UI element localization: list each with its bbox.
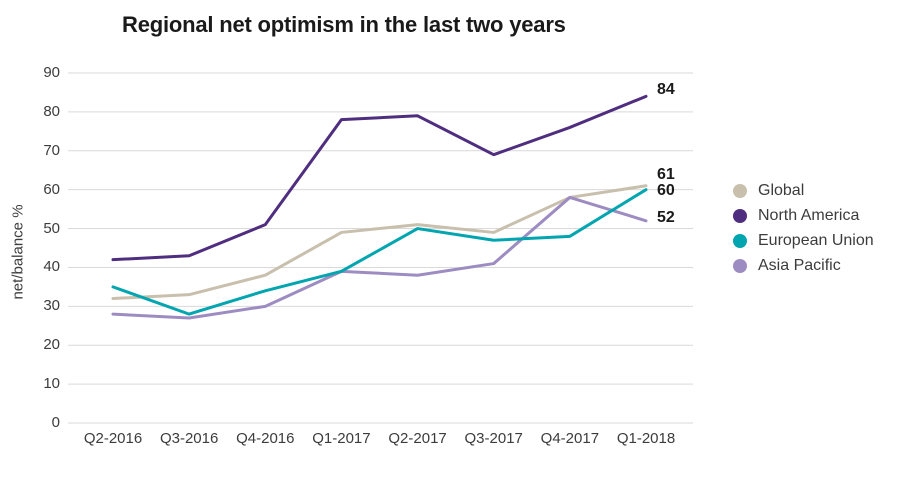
chart-title: Regional net optimism in the last two ye… [122,12,566,37]
legend-item-north-america: North America [733,203,874,228]
legend-dot-global [733,183,747,198]
series-line-european-union [111,188,648,316]
y-tick-label-0: 0 [51,414,60,431]
legend-label-global: Global [758,181,805,199]
x-tick-label-q4-2016: Q4-2016 [236,430,295,447]
x-tick-label-q3-2017: Q3-2017 [464,430,523,447]
legend-dot-north-america [733,208,747,223]
y-tick-label-90: 90 [43,64,60,81]
legend-dot-european-union [733,233,747,248]
x-tick-label-q2-2017: Q2-2017 [388,430,447,447]
legend-label-north-america: North America [758,206,860,224]
x-tick-label-q3-2016: Q3-2016 [159,430,219,447]
y-tick-label-50: 50 [43,219,60,237]
x-tick-label-q2-2016: Q2-2016 [83,430,143,447]
y-tick-label-10: 10 [43,375,60,393]
legend-item-european-union: European Union [733,228,874,253]
y-tick-label-30: 30 [43,297,60,315]
y-tick-label-70: 70 [43,141,60,159]
end-label-european-union: 60 [657,181,675,199]
legend-item-asia-pacific: Asia Pacific [733,253,874,278]
x-tick-label-q4-2017: Q4-2017 [540,430,600,447]
legend-label-asia-pacific: Asia Pacific [758,256,841,274]
legend-dot-asia-pacific [733,258,747,273]
series-line-global [111,184,648,301]
legend-item-global: Global [733,178,874,203]
x-tick-label-q1-2017: Q1-2017 [312,430,371,447]
legend: Global North America European Union Asia Pa… [733,178,874,278]
y-tick-label-40: 40 [43,258,60,276]
legend-label-european-union: European Union [758,231,874,249]
end-label-north-america: 84 [657,81,675,99]
series-line-north-america [111,94,648,262]
x-tick-label-q1-2018: Q1-2018 [616,430,676,447]
series-line-asia-pacific [111,195,648,320]
y-tick-label-20: 20 [43,336,60,354]
end-label-global: 61 [657,165,675,183]
end-label-asia-pacific: 52 [657,208,675,226]
y-tick-label-60: 60 [43,180,60,198]
y-tick-label-80: 80 [43,102,60,120]
